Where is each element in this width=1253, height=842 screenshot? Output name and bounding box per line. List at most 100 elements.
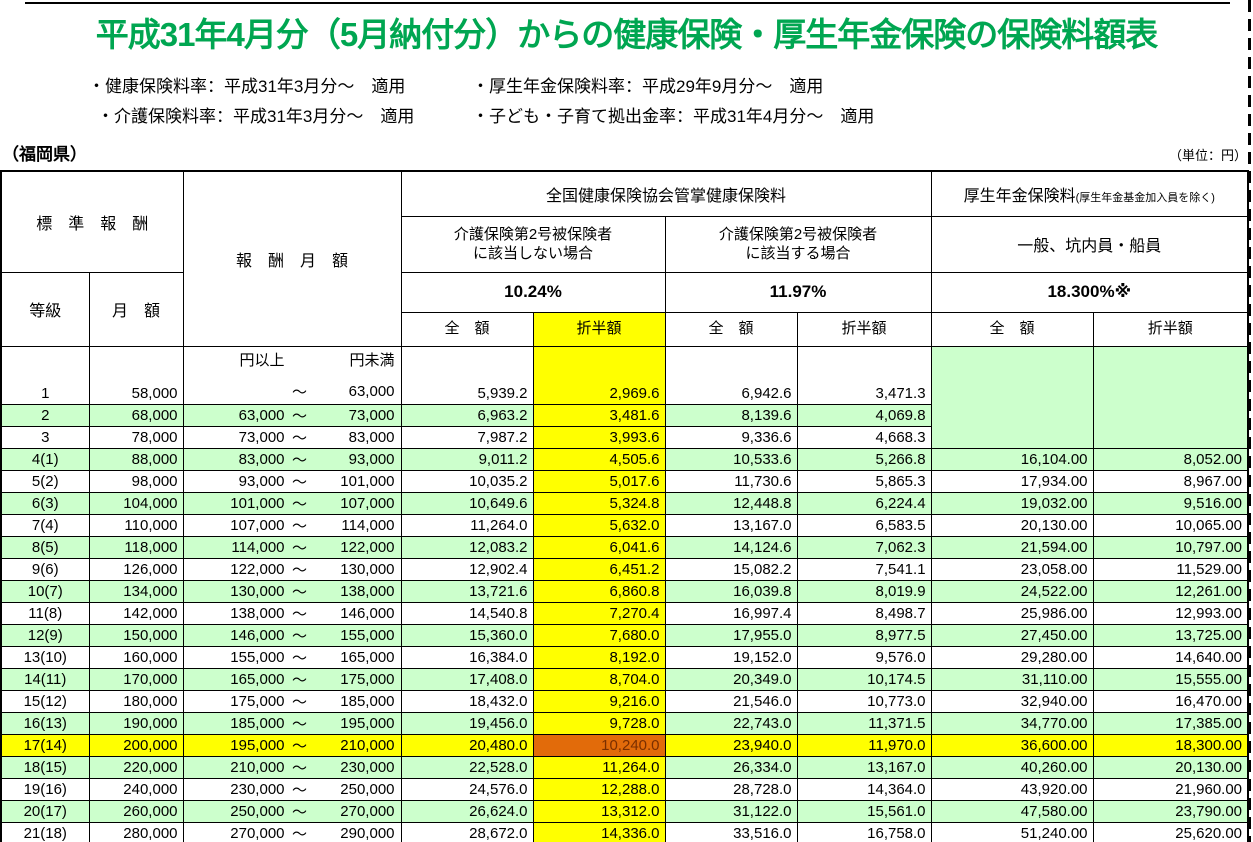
range-cell: 107,000 ～ 114,000 (182, 513, 402, 537)
range-tilde: ～ (292, 473, 308, 491)
health-half-cell: 7,270.4 (532, 601, 666, 625)
table-row: 16(13) 190,000 185,000 ～ 195,000 19,456.0 … (0, 711, 1249, 735)
range-cell: 230,000 ～ 250,000 (182, 777, 402, 801)
health-kaigo-full-cell: 20,349.0 (664, 667, 798, 691)
header-row-categories: 介護保険第2号被保険者 に該当しない場合 介護保険第2号被保険者 に該当する場合 一… (1, 215, 1249, 273)
range-low: 107,000 (230, 516, 285, 534)
header-full-2: 全 額 (664, 311, 798, 347)
no-kaigo-line1: 介護保険第2号被保険者 (453, 225, 613, 243)
range-low: 175,000 (230, 692, 285, 710)
table-row: 17(14) 200,000 195,000 ～ 210,000 20,480.0 … (0, 733, 1249, 757)
range-cell: 185,000 ～ 195,000 (182, 711, 402, 735)
monthly-cell: 126,000 (88, 557, 184, 581)
health-kaigo-full-cell: 16,039.8 (664, 579, 798, 603)
table-row: 21(18) 280,000 270,000 ～ 290,000 28,672.0 … (0, 821, 1249, 842)
table-row: 7(4) 110,000 107,000 ～ 114,000 11,264.0 5,… (0, 513, 1249, 537)
health-full-cell: 7,987.2 (400, 425, 534, 449)
range-cell: 83,000 ～ 93,000 (182, 447, 402, 471)
monthly-cell: 170,000 (88, 667, 184, 691)
monthly-cell: 190,000 (88, 711, 184, 735)
pension-half-cell: 10,797.00 (1092, 535, 1249, 559)
range-tilde: ～ (292, 517, 308, 535)
grade-cell: 20(17) (0, 799, 90, 823)
health-kaigo-half-cell: 7,062.3 (796, 535, 932, 559)
grade-cell: 3 (0, 425, 90, 449)
health-half-cell: 2,969.6 (532, 345, 666, 405)
grade-cell: 15(12) (0, 689, 90, 713)
range-tilde: ～ (292, 451, 308, 469)
range-tilde: ～ (292, 583, 308, 601)
health-full-cell: 10,035.2 (400, 469, 534, 493)
health-full-cell: 12,083.2 (400, 535, 534, 559)
range-low: 146,000 (230, 626, 285, 644)
range-tilde: ～ (292, 407, 308, 425)
monthly-cell: 110,000 (88, 513, 184, 537)
range-cell: 114,000 ～ 122,000 (182, 535, 402, 559)
health-half-cell: 6,451.2 (532, 557, 666, 581)
health-kaigo-half-cell: 9,576.0 (796, 645, 932, 669)
table-row: 11(8) 142,000 138,000 ～ 146,000 14,540.8 7… (0, 601, 1249, 625)
range-low: 63,000 (238, 406, 285, 424)
monthly-cell: 58,000 (88, 345, 184, 405)
health-half-cell: 5,017.6 (532, 469, 666, 493)
header-row-groups: 標 準 報 酬 報 酬 月 額 全国健康保険協会管掌健康保険料 厚生年金保険料(… (0, 170, 1249, 347)
pension-full-cell: 23,058.00 (930, 557, 1094, 581)
health-kaigo-half-cell: 8,019.9 (796, 579, 932, 603)
note-health-rate: ・健康保険料率：平成31年3月分～ 適用 (88, 77, 406, 96)
health-full-cell: 24,576.0 (400, 777, 534, 801)
pension-full-cell: 21,594.00 (930, 535, 1094, 559)
grade-cell: 21(18) (0, 821, 90, 842)
with-kaigo-line2: に該当する場合 (745, 245, 851, 262)
health-half-cell: 5,632.0 (532, 513, 666, 537)
health-full-cell: 5,939.2 (400, 345, 534, 405)
range-high: 165,000 (340, 648, 395, 666)
health-kaigo-half-cell: 8,977.5 (796, 623, 932, 647)
pension-half-cell: 14,640.00 (1092, 645, 1249, 669)
health-kaigo-half-cell: 4,069.8 (796, 403, 932, 427)
with-kaigo-line1: 介護保険第2号被保険者 (718, 225, 878, 243)
table-row: 2 68,000 63,000 ～ 73,000 6,963.2 3,481.6 8… (0, 403, 1248, 427)
pension-full-cell: 24,522.00 (930, 579, 1094, 603)
pension-full-cell: 17,934.00 (930, 469, 1094, 493)
health-kaigo-full-cell: 33,516.0 (664, 821, 798, 842)
header-half-1: 折半額 (532, 311, 666, 347)
range-low: 93,000 (238, 472, 285, 490)
pension-group-main: 厚生年金保険料 (963, 187, 1076, 205)
range-tilde: ～ (292, 561, 308, 579)
table-row: 18(15) 220,000 210,000 ～ 230,000 22,528.0 … (0, 755, 1249, 779)
range-cell: 63,000 ～ 73,000 (182, 403, 402, 427)
health-kaigo-half-cell: 13,167.0 (796, 755, 932, 779)
table-row: 13(10) 160,000 155,000 ～ 165,000 16,384.0 … (0, 645, 1249, 669)
pension-half-cell: 12,993.00 (1092, 601, 1249, 625)
range-tilde: ～ (292, 737, 308, 755)
range-tilde: ～ (292, 605, 308, 623)
health-full-cell: 17,408.0 (400, 667, 534, 691)
note-care-rate: ・介護保険料率：平成31年3月分～ 適用 (97, 107, 415, 126)
rate-with-kaigo: 11.97% (664, 271, 932, 313)
pension-half-cell: 23,790.00 (1092, 799, 1249, 823)
rate-no-kaigo: 10.24% (400, 271, 666, 313)
page-title: 平成31年4月分（5月納付分）からの健康保険・厚生年金保険の保険料額表 (95, 16, 1158, 53)
health-full-cell: 11,264.0 (400, 513, 534, 537)
grade-cell: 12(9) (0, 623, 90, 647)
range-cell: 250,000 ～ 270,000 (182, 799, 402, 823)
table-row: 20(17) 260,000 250,000 ～ 270,000 26,624.0 … (0, 799, 1249, 823)
header-grade: 等級 (0, 271, 90, 347)
range-cell: 93,000 ～ 101,000 (182, 469, 402, 493)
table-row: 8(5) 118,000 114,000 ～ 122,000 12,083.2 6,… (0, 535, 1249, 559)
table-row: 10(7) 134,000 130,000 ～ 138,000 13,721.6 6… (0, 579, 1249, 603)
health-kaigo-full-cell: 8,139.6 (664, 403, 798, 427)
header-full-3: 全 額 (930, 311, 1094, 347)
monthly-cell: 240,000 (88, 777, 184, 801)
pension-half-cell: 20,130.00 (1092, 755, 1249, 779)
monthly-cell: 142,000 (88, 601, 184, 625)
health-half-cell: 8,704.0 (532, 667, 666, 691)
monthly-cell: 200,000 (88, 733, 184, 757)
table-row: 19(16) 240,000 230,000 ～ 250,000 24,576.0 … (0, 777, 1249, 801)
pension-half-cell: 17,385.00 (1092, 711, 1249, 735)
header-half-2: 折半額 (796, 311, 932, 347)
monthly-cell: 260,000 (88, 799, 184, 823)
header-kenpo-group: 全国健康保険協会管掌健康保険料 (400, 170, 932, 217)
range-tilde: ～ (292, 495, 308, 513)
table-wrapper: 標 準 報 酬 報 酬 月 額 全国健康保険協会管掌健康保険料 厚生年金保険料(… (0, 170, 1251, 842)
